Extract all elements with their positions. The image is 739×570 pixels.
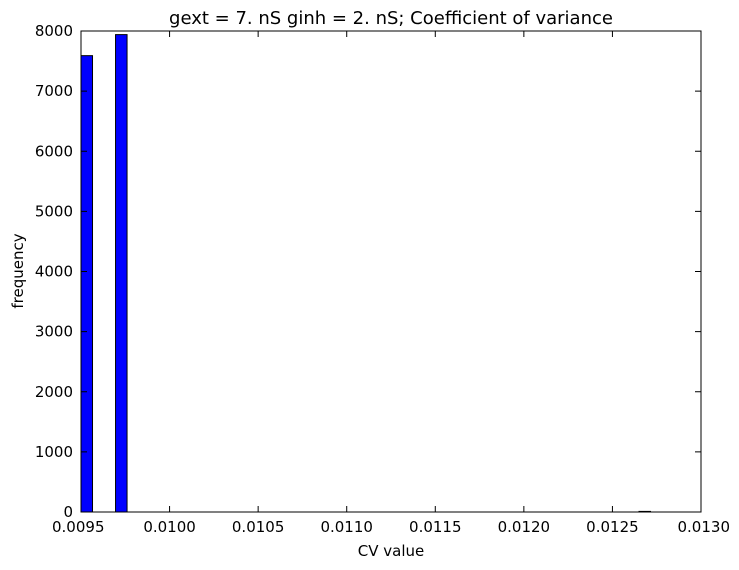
y-tick-label-6: 5000 <box>35 202 73 220</box>
x-tick-label-2: 0.0100 <box>143 518 196 536</box>
y-tick-label-1: 0 <box>63 503 73 521</box>
y-tick-label-4: 3000 <box>35 323 73 341</box>
y-axis-title: frequency <box>9 233 27 308</box>
x-tick-label-8: 0.0130 <box>678 518 731 536</box>
x-tick-label-4: 0.0110 <box>320 518 373 536</box>
y-tick-label-8: 7000 <box>35 82 73 100</box>
x-axis-title: CV value <box>358 542 424 560</box>
y-tick-label-7: 6000 <box>35 142 73 160</box>
y-tick-label-2: 1000 <box>35 443 73 461</box>
x-tick-label-5: 0.0115 <box>409 518 462 536</box>
x-tick-label-1: 0.0095 <box>52 518 105 536</box>
y-tick-label-5: 4000 <box>35 263 73 281</box>
x-tick-label-6: 0.0120 <box>498 518 551 536</box>
y-tick-label-3: 2000 <box>35 383 73 401</box>
plot-frame <box>80 30 702 513</box>
x-tick-label-3: 0.0105 <box>232 518 285 536</box>
histogram-bar-2 <box>115 34 128 513</box>
x-tick-label-7: 0.0125 <box>586 518 639 536</box>
chart-title: gext = 7. nS ginh = 2. nS; Coefficient o… <box>169 8 613 29</box>
ticks-group: 0.0095 0.0100 0.0105 0.0110 0.0115 0.0120 0.01… <box>35 22 730 536</box>
y-tick-label-9: 8000 <box>35 22 73 40</box>
bars-group <box>80 34 652 513</box>
histogram-bar-1 <box>80 55 94 513</box>
